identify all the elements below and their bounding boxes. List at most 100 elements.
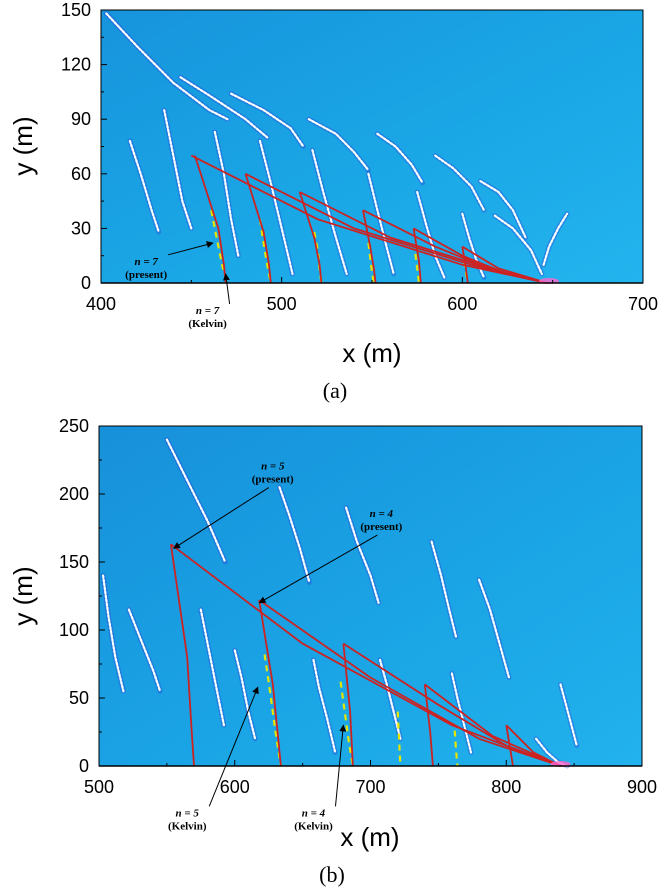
plot-background-b (99, 426, 642, 766)
panel-b: n = 5(present)n = 4(present)n = 5(Kelvin… (8, 416, 657, 887)
annotation-arrow-b-0 (173, 487, 270, 549)
present-line-b-3 (258, 599, 561, 767)
x-tick-label-b-1: 600 (220, 777, 250, 797)
present-line-b-2 (258, 599, 282, 767)
annotation-label-b-3: n = 4 (302, 807, 326, 819)
y-tick-label-a-5: 150 (61, 0, 91, 20)
y-tick-label-b-3: 150 (59, 552, 89, 572)
crest-line-b-7 (127, 608, 162, 693)
y-tick-label-b-5: 250 (59, 416, 89, 436)
x-tick-label-b-3: 800 (491, 777, 521, 797)
y-tick-label-a-3: 90 (71, 109, 91, 129)
present-line-a-9 (413, 227, 548, 284)
plot-background-a (101, 10, 643, 283)
y-tick-label-b-4: 200 (59, 484, 89, 504)
crest-line-b-10 (312, 658, 337, 754)
y-tick-label-a-0: 0 (81, 273, 91, 293)
crest-line-b-0 (165, 438, 227, 564)
crest-line-a-12 (311, 149, 348, 275)
annotation-label-a-0: n = 7 (134, 256, 158, 268)
annotation-arrow-b-1 (258, 534, 378, 604)
kelvin-line-a-0 (210, 209, 229, 284)
crest-line-b-1 (278, 486, 311, 584)
annotation-sublabel-a-1: (Kelvin) (188, 318, 227, 330)
x-tick-label-a-3: 700 (628, 294, 658, 314)
crest-line-a-14 (416, 190, 446, 279)
annotation-arrow-a-0 (168, 241, 214, 256)
y-tick-label-a-2: 60 (71, 164, 91, 184)
crest-line-b-6 (101, 574, 125, 693)
kelvin-line-b-0 (263, 654, 282, 767)
y-tick-label-b-1: 50 (69, 688, 89, 708)
present-line-a-4 (298, 191, 323, 284)
y-tick-label-a-1: 30 (71, 218, 91, 238)
crest-line-a-7 (493, 214, 543, 275)
present-line-a-8 (412, 228, 422, 284)
annotation-label-a-1: n = 7 (196, 305, 220, 317)
x-tick-label-b-4: 900 (627, 777, 657, 797)
ticks-b: 500 600 700 800 900 0 50 100 150 200 250 (59, 416, 657, 797)
data-layer-a: n = 7(present)n = 7(Kelvin) (101, 11, 643, 330)
kelvin-line-a-4 (414, 253, 421, 284)
present-line-b-7 (424, 683, 561, 767)
crest-line-a-9 (163, 108, 193, 230)
caption-a: (a) (323, 378, 347, 403)
annotation-arrow-b-2 (208, 686, 259, 807)
crest-line-b-2 (345, 506, 380, 604)
kelvin-line-a-3 (367, 242, 375, 284)
crest-line-a-1 (179, 76, 269, 139)
crest-line-b-3 (430, 540, 458, 638)
y-tick-label-a-4: 120 (61, 55, 91, 75)
kelvin-line-b-2 (396, 711, 402, 767)
crest-line-b-9 (233, 649, 257, 740)
x-axis-label-b: x (m) (340, 822, 399, 852)
y-tick-label-b-0: 0 (79, 756, 89, 776)
x-tick-label-b-0: 500 (84, 777, 114, 797)
ticks-a: 400 500 600 700 0 30 60 90 120 150 (61, 0, 658, 314)
annotation-sublabel-b-0: (present) (252, 474, 294, 486)
x-axis-label-a: x (m) (342, 338, 401, 368)
y-tick-label-b-2: 100 (59, 620, 89, 640)
present-line-b-4 (342, 643, 354, 767)
present-line-a-2 (244, 173, 272, 284)
crest-line-a-5 (434, 154, 486, 212)
crest-line-a-2 (230, 92, 305, 148)
crest-line-a-4 (376, 132, 424, 184)
crest-line-a-0 (105, 12, 229, 121)
crest-line-b-5 (559, 683, 578, 747)
x-tick-label-a-1: 500 (267, 294, 297, 314)
annotation-sublabel-b-3: (Kelvin) (294, 820, 333, 832)
caption-b: (b) (319, 862, 345, 887)
crest-line-b-8 (199, 608, 225, 727)
kelvin-line-b-1 (339, 681, 354, 767)
annotation-arrow-a-1 (223, 273, 231, 305)
crest-line-b-11 (378, 658, 402, 740)
annotation-label-b-1: n = 4 (370, 508, 394, 520)
present-line-b-5 (342, 642, 561, 767)
present-line-a-10 (461, 246, 469, 284)
crest-line-b-4 (478, 578, 511, 679)
present-line-b-9 (505, 724, 561, 767)
x-tick-label-b-2: 700 (355, 777, 385, 797)
crest-line-a-6 (479, 180, 527, 239)
y-axis-label-b: y (m) (8, 566, 38, 625)
annotation-sublabel-b-2: (Kelvin) (168, 820, 207, 832)
crest-line-a-13 (367, 172, 395, 275)
present-line-b-0 (170, 544, 195, 767)
present-line-b-8 (505, 725, 514, 767)
x-tick-label-a-2: 600 (447, 294, 477, 314)
crest-line-a-8 (128, 139, 160, 234)
crest-line-a-10 (213, 130, 240, 257)
crest-line-a-3 (307, 118, 370, 172)
crest-line-a-16 (542, 212, 569, 266)
annotation-sublabel-b-1: (present) (360, 521, 402, 533)
annotation-label-b-0: n = 5 (261, 461, 285, 473)
present-line-b-6 (423, 684, 434, 767)
annotation-label-b-2: n = 5 (176, 807, 200, 819)
x-tick-label-a-0: 400 (86, 294, 116, 314)
y-axis-label-a: y (m) (8, 116, 38, 175)
panel-a: n = 7(present)n = 7(Kelvin) 400 500 600 700… (8, 0, 658, 403)
annotation-sublabel-a-0: (present) (125, 269, 167, 281)
crest-line-a-11 (258, 139, 294, 275)
